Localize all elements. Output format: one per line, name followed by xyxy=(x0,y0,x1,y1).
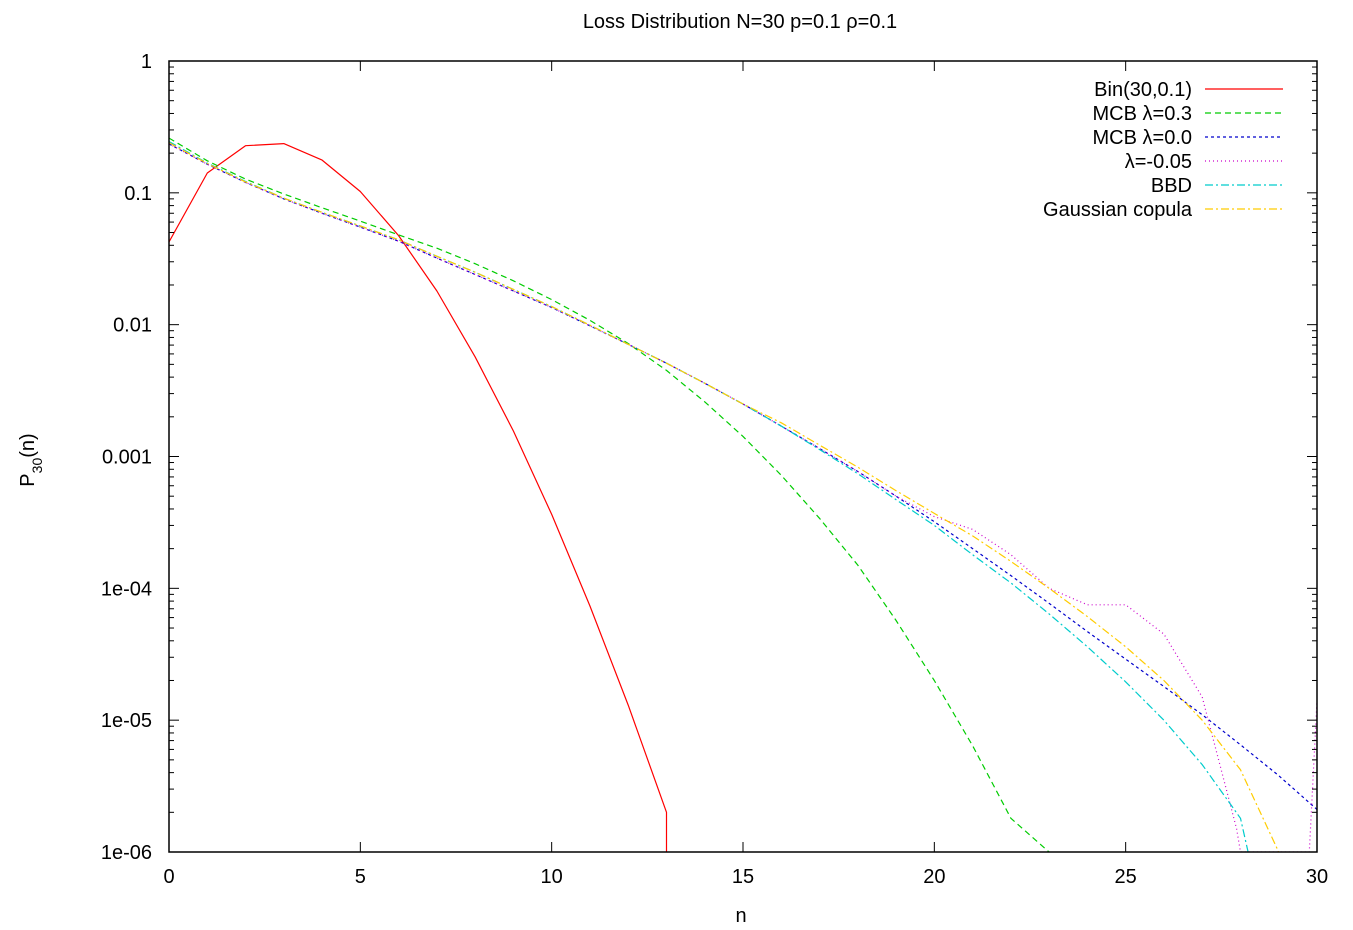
y-tick-label: 0.001 xyxy=(102,447,152,469)
series-line-5 xyxy=(169,140,1249,852)
x-axis-label: n xyxy=(735,905,746,927)
legend-label-5: BBD xyxy=(1151,175,1192,197)
legend-label-2: MCB λ=0.3 xyxy=(1093,103,1192,125)
series-layer xyxy=(169,137,1317,852)
y-tick-label: 1 xyxy=(141,51,152,73)
y-axis-label-tail: (n) xyxy=(17,433,39,457)
x-tick-label: 0 xyxy=(163,866,174,888)
y-axis-label-subscript: 30 xyxy=(29,458,45,474)
y-tick-label: 0.01 xyxy=(113,315,152,337)
series-line-1 xyxy=(169,143,668,852)
y-axis-label: P30(n) xyxy=(17,433,45,486)
legend-label-6: Gaussian copula xyxy=(1043,199,1193,221)
series-line-2 xyxy=(169,137,1050,852)
x-tick-label: 25 xyxy=(1115,866,1137,888)
y-axis-label-base: P xyxy=(17,473,39,486)
chart-title: Loss Distribution N=30 p=0.1 ρ=0.1 xyxy=(583,11,897,33)
y-tick-label: 1e-05 xyxy=(101,710,152,732)
legend-label-1: Bin(30,0.1) xyxy=(1094,79,1192,101)
x-tick-label: 10 xyxy=(541,866,563,888)
axes-layer: 0 5 10 15 20 25 30 1e-06 1e-05 1e-04 0.001 0.01 0.1 1 xyxy=(101,51,1328,888)
x-tick-label: 15 xyxy=(732,866,754,888)
series-line-3 xyxy=(169,143,1317,810)
legend-label-4: λ=-0.05 xyxy=(1125,151,1192,173)
legend-label-3: MCB λ=0.0 xyxy=(1093,127,1192,149)
series-line-6 xyxy=(169,142,1280,852)
y-tick-label: 0.1 xyxy=(124,183,152,205)
series-line-4 xyxy=(169,143,1317,852)
x-tick-label: 20 xyxy=(923,866,945,888)
y-tick-label: 1e-04 xyxy=(101,578,152,600)
x-tick-label: 5 xyxy=(355,866,366,888)
x-tick-label: 30 xyxy=(1306,866,1328,888)
plot-frame xyxy=(168,60,1318,853)
y-tick-label: 1e-06 xyxy=(101,842,152,864)
